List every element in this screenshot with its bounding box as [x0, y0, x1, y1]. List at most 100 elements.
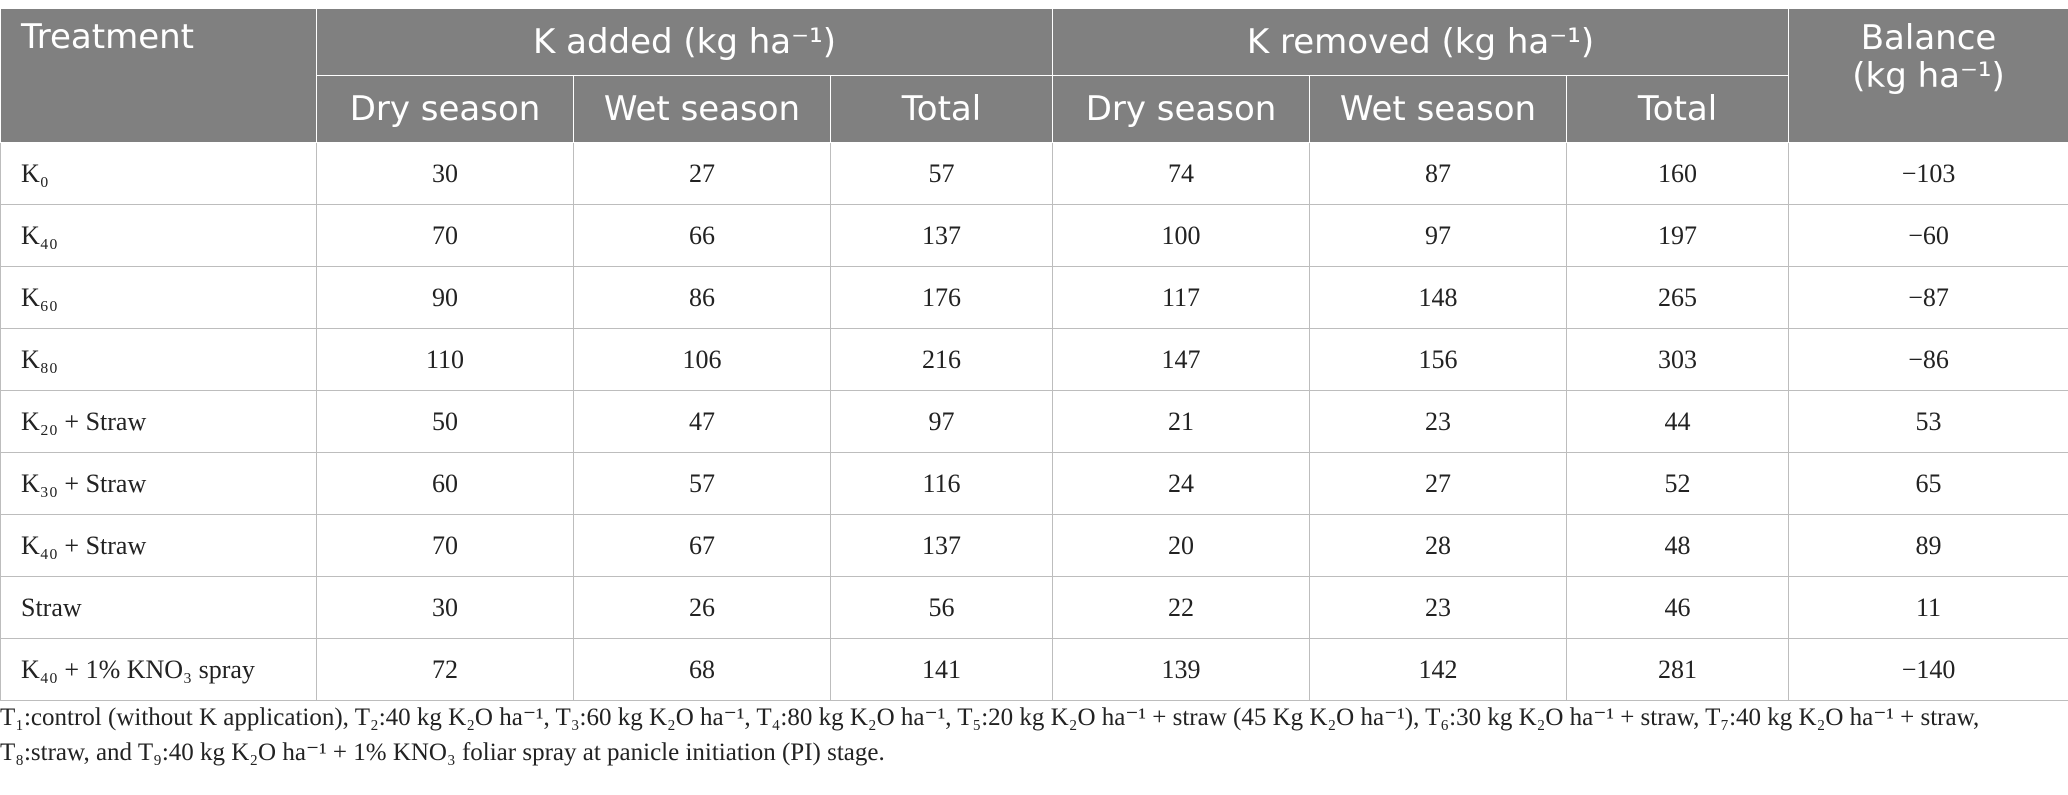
- table-row: K₂₀ + Straw 50 47 97 21 23 44 53: [0, 390, 2068, 453]
- removed-wet-cell: 156: [1309, 328, 1567, 391]
- header-k-removed: K removed (kg ha⁻¹): [1051, 8, 1790, 76]
- treatment-cell: K₄₀ + 1% KNO₃ spray: [0, 638, 317, 701]
- added-wet-cell: 66: [573, 204, 831, 267]
- removed-total-cell: 160: [1565, 142, 1790, 205]
- removed-wet-cell: 97: [1309, 204, 1567, 267]
- treatment-cell: Straw: [0, 576, 317, 639]
- removed-total-cell: 281: [1565, 638, 1790, 701]
- added-total-cell: 116: [830, 452, 1053, 515]
- subheader-removed-total: Total: [1565, 75, 1790, 143]
- added-total-cell: 56: [830, 576, 1053, 639]
- removed-wet-cell: 148: [1309, 266, 1567, 329]
- balance-cell: 53: [1788, 390, 2068, 453]
- added-total-cell: 141: [830, 638, 1053, 701]
- balance-cell: −87: [1788, 266, 2068, 329]
- added-total-cell: 97: [830, 390, 1053, 453]
- removed-dry-cell: 139: [1052, 638, 1310, 701]
- table-row: K₈₀ 110 106 216 147 156 303 −86: [0, 328, 2068, 391]
- added-dry-cell: 30: [316, 142, 574, 205]
- added-dry-cell: 90: [316, 266, 574, 329]
- added-dry-cell: 72: [316, 638, 574, 701]
- removed-dry-cell: 24: [1052, 452, 1310, 515]
- table-body: K₀ 30 27 57 74 87 160 −103 K₄₀ 70 66 137 100 97 197 −60…: [0, 142, 2068, 701]
- removed-total-cell: 52: [1565, 452, 1790, 515]
- subheader-added-wet: Wet season: [573, 75, 831, 143]
- header-balance: Balance (kg ha⁻¹): [1788, 8, 2068, 143]
- removed-dry-cell: 74: [1052, 142, 1310, 205]
- added-total-cell: 137: [830, 514, 1053, 577]
- table-row: Straw 30 26 56 22 23 46 11: [0, 576, 2068, 639]
- added-wet-cell: 86: [573, 266, 831, 329]
- removed-wet-cell: 27: [1309, 452, 1567, 515]
- header-balance-line1: Balance: [1860, 18, 1997, 58]
- removed-dry-cell: 20: [1052, 514, 1310, 577]
- added-wet-cell: 68: [573, 638, 831, 701]
- subheader-added-dry: Dry season: [316, 75, 574, 143]
- balance-cell: −140: [1788, 638, 2068, 701]
- added-dry-cell: 110: [316, 328, 574, 391]
- table-row: K₀ 30 27 57 74 87 160 −103: [0, 142, 2068, 205]
- header-balance-line2: (kg ha⁻¹): [1852, 56, 2005, 96]
- added-wet-cell: 27: [573, 142, 831, 205]
- treatment-cell: K₀: [0, 142, 317, 205]
- added-wet-cell: 57: [573, 452, 831, 515]
- table-header: Treatment K added (kg ha⁻¹) K removed (k…: [0, 8, 2068, 143]
- balance-cell: 11: [1788, 576, 2068, 639]
- balance-cell: −103: [1788, 142, 2068, 205]
- treatment-cell: K₄₀: [0, 204, 317, 267]
- header-treatment: Treatment: [0, 8, 317, 143]
- table-row: K₄₀ + 1% KNO₃ spray 72 68 141 139 142 281 −140: [0, 638, 2068, 701]
- removed-total-cell: 46: [1565, 576, 1790, 639]
- added-dry-cell: 60: [316, 452, 574, 515]
- removed-dry-cell: 100: [1052, 204, 1310, 267]
- removed-wet-cell: 87: [1309, 142, 1567, 205]
- removed-total-cell: 44: [1565, 390, 1790, 453]
- added-total-cell: 57: [830, 142, 1053, 205]
- footnote-line2: T₈:straw, and T₉:40 kg K₂O ha⁻¹ + 1% KNO…: [0, 739, 885, 766]
- removed-dry-cell: 22: [1052, 576, 1310, 639]
- removed-wet-cell: 28: [1309, 514, 1567, 577]
- header-k-added: K added (kg ha⁻¹): [316, 8, 1053, 76]
- removed-total-cell: 265: [1565, 266, 1790, 329]
- table-row: K₄₀ + Straw 70 67 137 20 28 48 89: [0, 514, 2068, 577]
- table-row: K₆₀ 90 86 176 117 148 265 −87: [0, 266, 2068, 329]
- removed-dry-cell: 117: [1052, 266, 1310, 329]
- balance-cell: 65: [1788, 452, 2068, 515]
- removed-dry-cell: 147: [1052, 328, 1310, 391]
- table-footnote: T₁:control (without K application), T₂:4…: [0, 700, 2068, 770]
- table-row: K₄₀ 70 66 137 100 97 197 −60: [0, 204, 2068, 267]
- balance-cell: 89: [1788, 514, 2068, 577]
- removed-wet-cell: 23: [1309, 576, 1567, 639]
- added-wet-cell: 106: [573, 328, 831, 391]
- added-dry-cell: 70: [316, 514, 574, 577]
- treatment-cell: K₄₀ + Straw: [0, 514, 317, 577]
- added-total-cell: 216: [830, 328, 1053, 391]
- removed-wet-cell: 142: [1309, 638, 1567, 701]
- treatment-cell: K₂₀ + Straw: [0, 390, 317, 453]
- subheader-removed-wet: Wet season: [1309, 75, 1567, 143]
- removed-wet-cell: 23: [1309, 390, 1567, 453]
- removed-dry-cell: 21: [1052, 390, 1310, 453]
- removed-total-cell: 48: [1565, 514, 1790, 577]
- balance-cell: −86: [1788, 328, 2068, 391]
- added-dry-cell: 30: [316, 576, 574, 639]
- balance-cell: −60: [1788, 204, 2068, 267]
- footnote-line1: T₁:control (without K application), T₂:4…: [0, 704, 1980, 731]
- added-total-cell: 176: [830, 266, 1053, 329]
- added-dry-cell: 70: [316, 204, 574, 267]
- added-wet-cell: 67: [573, 514, 831, 577]
- treatment-cell: K₈₀: [0, 328, 317, 391]
- k-balance-table: Treatment K added (kg ha⁻¹) K removed (k…: [0, 8, 2068, 701]
- added-total-cell: 137: [830, 204, 1053, 267]
- treatment-cell: K₆₀: [0, 266, 317, 329]
- removed-total-cell: 197: [1565, 204, 1790, 267]
- added-wet-cell: 26: [573, 576, 831, 639]
- treatment-cell: K₃₀ + Straw: [0, 452, 317, 515]
- added-wet-cell: 47: [573, 390, 831, 453]
- subheader-removed-dry: Dry season: [1052, 75, 1310, 143]
- removed-total-cell: 303: [1565, 328, 1790, 391]
- added-dry-cell: 50: [316, 390, 574, 453]
- table-row: K₃₀ + Straw 60 57 116 24 27 52 65: [0, 452, 2068, 515]
- subheader-added-total: Total: [830, 75, 1053, 143]
- k-balance-table-container: Treatment K added (kg ha⁻¹) K removed (k…: [0, 8, 2068, 701]
